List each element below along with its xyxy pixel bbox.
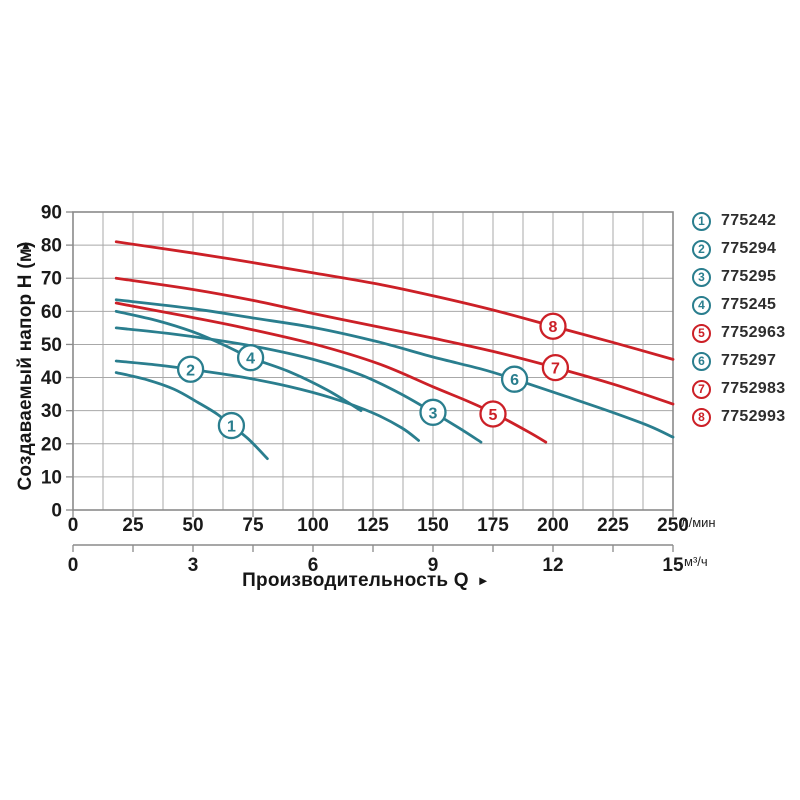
pump-curves	[114, 240, 675, 461]
curve-7752963	[114, 301, 548, 444]
legend-item-7752963: 5 7752963	[692, 319, 785, 347]
x2-tick-label: 9	[428, 555, 439, 576]
curve-775245	[114, 309, 363, 413]
x-axis-title: Производительность Q ►	[242, 570, 490, 592]
svg-text:1: 1	[227, 419, 236, 436]
svg-text:6: 6	[510, 372, 519, 389]
curve-label-6: 6	[500, 365, 529, 393]
legend: 1 775242 2 775294 3 775295 4 775245 5 7752963 6 775…	[692, 207, 785, 431]
x-tick-label: 0	[68, 515, 79, 536]
x-tick-label: 50	[182, 515, 203, 536]
legend-number-circle: 7	[692, 379, 711, 399]
legend-code: 775242	[721, 212, 777, 229]
y-tick-label: 30	[41, 401, 62, 422]
svg-text:5: 5	[489, 407, 498, 424]
svg-text:8: 8	[549, 319, 558, 336]
x-tick-label: 225	[597, 515, 629, 536]
svg-text:7: 7	[551, 361, 560, 378]
y-axis-title: Создаваемый напор H (м)	[15, 241, 37, 490]
x-axis-title-text: Производительность Q	[242, 570, 469, 591]
secondary-x-unit: м³/ч	[684, 554, 708, 569]
curve-7752983	[114, 276, 675, 406]
curve-775297	[114, 298, 675, 439]
curve-775242	[114, 371, 269, 461]
x-tick-label: 100	[297, 515, 329, 536]
legend-number-circle: 4	[692, 295, 711, 315]
legend-number-circle: 6	[692, 351, 711, 371]
legend-item-775242: 1 775242	[692, 207, 785, 235]
svg-text:3: 3	[429, 405, 438, 422]
curve-775294	[114, 359, 420, 442]
y-tick-label: 20	[41, 434, 62, 455]
curve-label-8: 8	[539, 312, 567, 340]
legend-item-7752993: 8 7752993	[692, 403, 785, 431]
x-axis-primary-ticks: 0 25 50 75 100 125 150 175 200 225 250	[68, 510, 689, 536]
y-tick-label: 90	[41, 203, 62, 224]
y-tick-label: 60	[41, 302, 62, 323]
legend-code: 7752963	[721, 324, 786, 341]
y-tick-label: 80	[41, 236, 62, 257]
x-tick-label: 250	[657, 515, 689, 536]
x2-tick-label: 15	[662, 555, 684, 576]
x2-tick-label: 12	[542, 555, 563, 576]
legend-item-775297: 6 775297	[692, 347, 785, 375]
legend-item-775295: 3 775295	[692, 263, 785, 291]
y-tick-label: 50	[41, 335, 62, 356]
x-tick-label: 200	[537, 515, 569, 536]
curve-label-1: 1	[217, 411, 246, 440]
curve-number-markers: 1 2 3 4 5 6 7 8	[176, 312, 570, 440]
curve-7752993	[114, 240, 675, 361]
legend-number-circle: 5	[692, 323, 711, 343]
legend-number-circle: 3	[692, 267, 711, 287]
legend-code: 7752983	[721, 380, 786, 397]
y-axis-ticks: 0 10 20 30 40 50 60 70 80 90	[41, 203, 73, 522]
svg-text:4: 4	[246, 351, 255, 368]
legend-item-775294: 2 775294	[692, 235, 785, 263]
x2-tick-label: 3	[188, 555, 199, 576]
x2-tick-label: 6	[308, 555, 319, 576]
y-tick-label: 40	[41, 368, 62, 389]
x-tick-label: 150	[417, 515, 449, 536]
legend-number-circle: 8	[692, 407, 711, 427]
y-tick-label: 0	[51, 501, 62, 522]
x-tick-label: 25	[122, 515, 144, 536]
legend-item-7752983: 7 7752983	[692, 375, 785, 403]
curve-775295	[114, 326, 483, 444]
legend-code: 7752993	[721, 408, 786, 425]
curve-label-7: 7	[541, 353, 570, 382]
curve-label-3: 3	[419, 398, 447, 426]
legend-number-circle: 2	[692, 239, 711, 259]
legend-code: 775294	[721, 240, 777, 257]
x-tick-label: 75	[242, 515, 264, 536]
x-axis-right-arrow-icon: ►	[476, 573, 490, 588]
curve-label-2: 2	[176, 355, 205, 383]
curve-label-4: 4	[236, 344, 265, 372]
legend-code: 775245	[721, 296, 777, 313]
primary-x-unit: л/мин	[681, 515, 716, 530]
legend-number-circle: 1	[692, 211, 711, 231]
x2-tick-label: 0	[68, 555, 79, 576]
x-tick-label: 125	[357, 515, 389, 536]
y-tick-label: 70	[41, 269, 62, 290]
x-axis-secondary-scale: 0 3 6 9 12 15	[68, 544, 684, 576]
curve-label-5: 5	[479, 400, 507, 428]
y-tick-label: 10	[41, 467, 62, 488]
y-axis-title-text: Создаваемый напор H (м)	[15, 241, 36, 491]
svg-text:2: 2	[186, 362, 195, 379]
x-tick-label: 175	[477, 515, 509, 536]
legend-code: 775297	[721, 352, 777, 369]
legend-item-775245: 4 775245	[692, 291, 785, 319]
y-axis-up-arrow-icon: ▲	[20, 238, 32, 252]
legend-code: 775295	[721, 268, 777, 285]
